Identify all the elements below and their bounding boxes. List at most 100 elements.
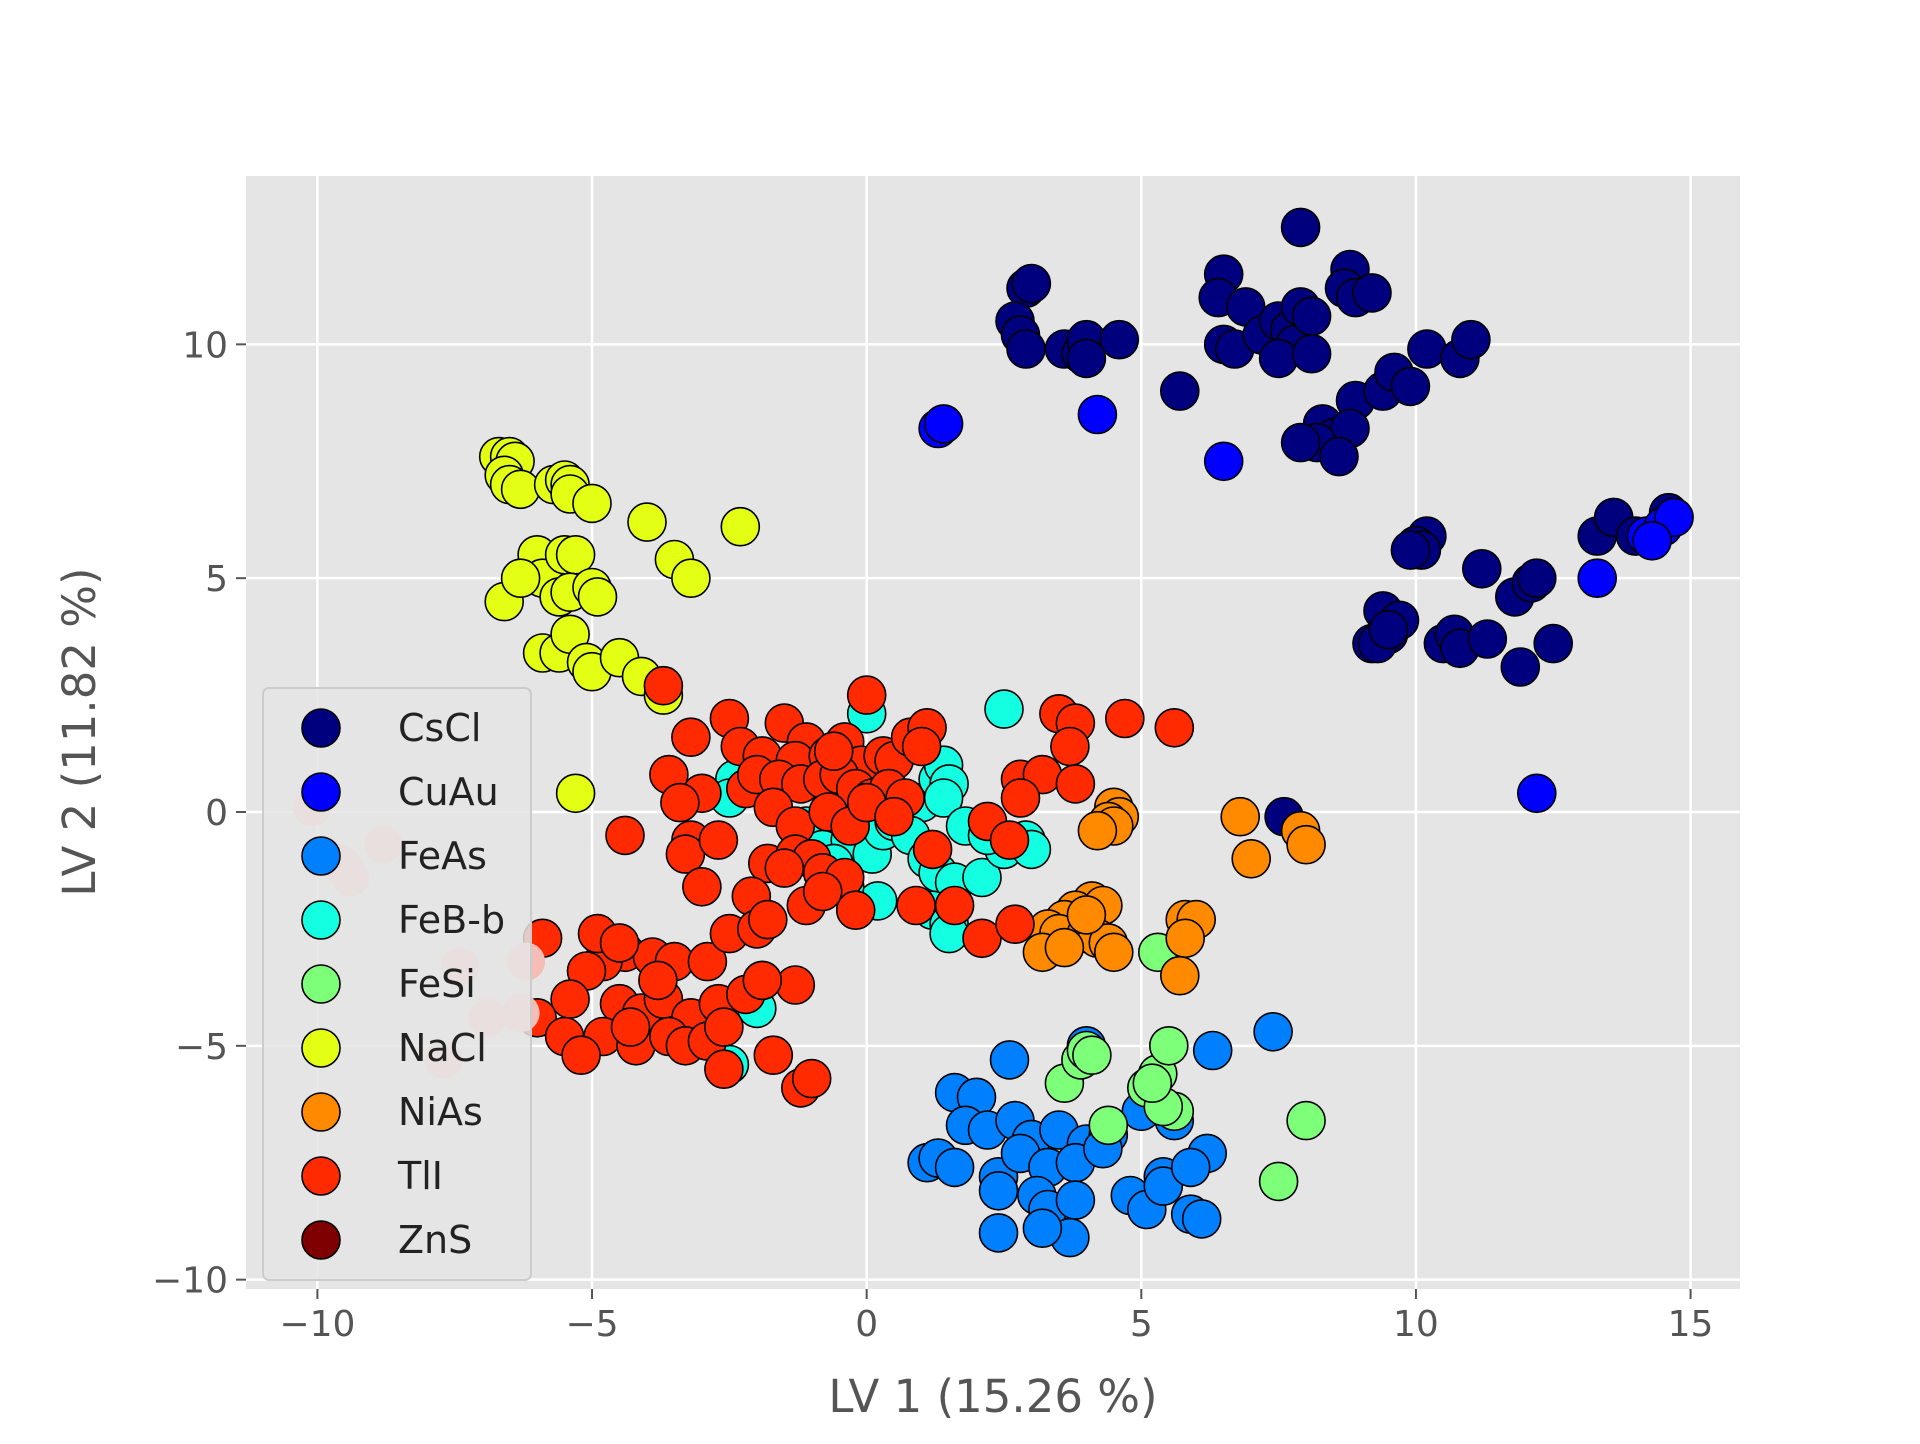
data-point (989, 820, 1030, 860)
data-point (1291, 333, 1332, 374)
data-point (1006, 329, 1046, 369)
legend-marker (301, 772, 341, 812)
data-point (978, 1213, 1019, 1253)
data-point (671, 717, 711, 758)
data-point (682, 866, 722, 907)
data-point (1000, 778, 1041, 818)
data-point (1077, 810, 1118, 851)
data-point (923, 404, 964, 444)
data-point (1286, 1100, 1326, 1141)
data-point (1352, 273, 1392, 313)
data-point (704, 1007, 744, 1047)
y-axis-label: LV 2 (11.82 %) (53, 567, 106, 896)
legend-marker (301, 708, 341, 748)
data-point (934, 885, 975, 926)
legend-marker (301, 836, 341, 876)
data-point (1467, 619, 1508, 659)
data-point (1181, 1199, 1222, 1239)
data-point (1055, 1180, 1096, 1220)
data-point (1220, 796, 1260, 837)
data-point (874, 796, 914, 837)
x-axis-label: LV 1 (15.26 %) (828, 1370, 1157, 1423)
axes: −10 −5 0 5 10 15 −10 −5 0 5 10 (152, 325, 1713, 1345)
data-point (1143, 1166, 1184, 1206)
data-point (660, 782, 700, 823)
y-tick-label: 10 (182, 325, 228, 366)
data-point (1500, 647, 1541, 687)
data-point (742, 960, 783, 1001)
data-point (835, 890, 876, 931)
legend-label: FeSi (398, 962, 476, 1006)
data-point (1099, 319, 1140, 360)
data-point (995, 904, 1035, 945)
data-point (1390, 530, 1431, 570)
y-tick-label: −10 (152, 1261, 228, 1302)
legend-label: ZnS (398, 1218, 472, 1262)
data-point (720, 506, 761, 547)
data-point (1258, 338, 1299, 379)
data-point (1088, 1105, 1129, 1146)
data-point (896, 885, 936, 926)
data-point (500, 469, 541, 510)
data-point (1022, 1208, 1063, 1248)
data-point (550, 979, 590, 1019)
y-tick-label: 5 (205, 559, 228, 600)
data-point (1291, 296, 1332, 337)
series-nacl (478, 436, 761, 814)
y-tick-label: −5 (175, 1027, 228, 1068)
data-point (1050, 726, 1090, 767)
x-tick-label: 0 (855, 1304, 878, 1345)
data-point (1231, 838, 1271, 879)
data-point (599, 923, 640, 963)
data-point (1517, 558, 1557, 599)
legend: CsCl CuAu FeAs FeB-b FeSi NaCl NiAs TlI ZnS (262, 687, 532, 1281)
data-point (1407, 329, 1447, 369)
data-point (627, 502, 667, 542)
data-point (813, 731, 854, 772)
data-point (1066, 895, 1107, 935)
data-point (791, 1058, 832, 1099)
data-point (500, 558, 541, 599)
data-point (901, 726, 942, 767)
data-point (1132, 1063, 1173, 1103)
x-tick-label: 5 (1130, 1304, 1153, 1345)
data-point (962, 857, 1002, 898)
legend-marker (301, 1092, 341, 1132)
data-point (1280, 422, 1321, 463)
data-point (1165, 918, 1205, 959)
data-point (1055, 764, 1096, 804)
data-point (747, 899, 788, 940)
legend-label: FeB-b (398, 898, 505, 942)
legend-marker (301, 964, 341, 1004)
x-tick-label: 15 (1668, 1304, 1714, 1345)
data-point (1066, 338, 1107, 379)
data-point (555, 773, 596, 814)
x-tick-label: 10 (1393, 1304, 1439, 1345)
legend-label: CuAu (398, 770, 499, 814)
data-point (1632, 520, 1672, 561)
data-point (978, 1171, 1019, 1211)
data-point (984, 689, 1024, 729)
x-tick-label: −5 (565, 1304, 618, 1345)
series-fesi (1044, 932, 1326, 1202)
data-point (1451, 319, 1491, 360)
legend-label: TlI (397, 1154, 443, 1198)
data-point (1154, 707, 1195, 748)
data-point (1533, 623, 1573, 664)
legend-label: NaCl (398, 1026, 487, 1070)
data-point (1160, 955, 1200, 996)
series-cuau (918, 394, 1694, 814)
data-point (1072, 1035, 1112, 1075)
data-point (1192, 1030, 1233, 1071)
data-point (846, 675, 887, 715)
data-point (989, 1040, 1030, 1080)
data-point (638, 960, 678, 1001)
data-point (1390, 366, 1431, 407)
data-point (1170, 1147, 1211, 1188)
series-nias (1022, 787, 1326, 996)
legend-marker (301, 1028, 341, 1068)
data-point (1517, 773, 1557, 814)
legend-marker (301, 900, 341, 940)
